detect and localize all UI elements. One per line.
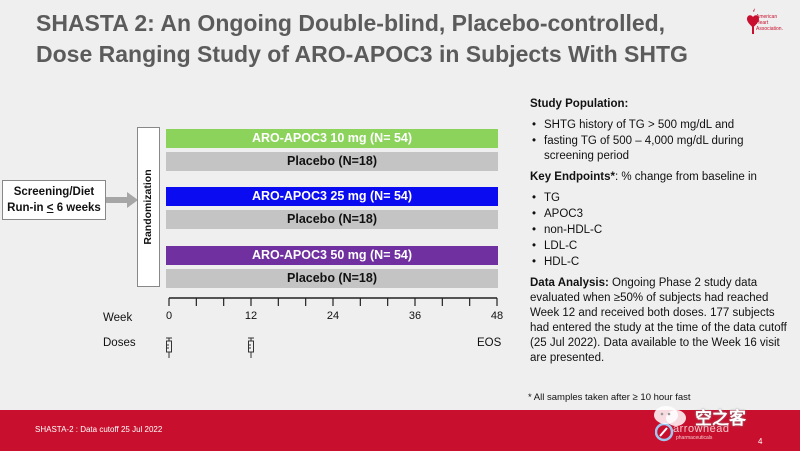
endpoint-item-3: non-HDL-C (530, 223, 792, 238)
arm-bar-1: ARO-APOC3 10 mg (N= 54) (166, 129, 498, 148)
aha-logo-line-2: Heart (756, 20, 769, 26)
screening-line-2-pre: Run-in (7, 202, 47, 214)
week-label-24: 24 (326, 310, 340, 322)
randomization-box (137, 127, 160, 287)
arm-bar-6: Placebo (N=18) (166, 269, 498, 288)
week-row-label: Week (103, 312, 133, 324)
endpoints-line: Key Endpoints*: % change from baseline i… (530, 170, 792, 185)
eos-label: EOS (477, 337, 502, 349)
page-number: 4 (758, 437, 763, 446)
population-item-2: fasting TG of 500 – 4,000 mg/dL during s… (530, 134, 792, 164)
arrow-right-icon (106, 192, 138, 208)
footnote: * All samples taken after ≥ 10 hour fast (528, 392, 691, 403)
arm-bar-5: ARO-APOC3 50 mg (N= 54) (166, 246, 498, 265)
week-label-36: 36 (408, 310, 422, 322)
doses-row-label: Doses (103, 337, 136, 349)
screening-line-2-post: 6 weeks (53, 202, 101, 214)
slide-title-line-2: Dose Ranging Study of ARO-APOC3 in Subje… (36, 41, 688, 67)
arrowhead-logo-icon (655, 422, 674, 442)
week-label-0: 0 (165, 310, 173, 322)
study-details: Study Population: SHTG history of TG > 5… (530, 97, 792, 366)
population-heading: Study Population: (530, 98, 629, 110)
screening-box: Screening/Diet Run-in < 6 weeks (2, 180, 106, 220)
chat-bubble-icon (654, 406, 686, 426)
population-list: SHTG history of TG > 500 mg/dL andfastin… (530, 118, 792, 164)
week-label-12: 12 (244, 310, 258, 322)
syringe-icon-week-12 (248, 337, 254, 358)
footer-text: SHASTA-2 : Data cutoff 25 Jul 2022 (35, 425, 163, 434)
endpoint-item-5: HDL-C (530, 255, 792, 270)
heart-torch-logo-icon (747, 8, 759, 34)
arm-bar-3: ARO-APOC3 25 mg (N= 54) (166, 187, 498, 206)
aha-logo-line-3: Association. (756, 26, 783, 32)
arm-bar-4: Placebo (N=18) (166, 210, 498, 229)
endpoints-list: TGAPOC3non-HDL-CLDL-CHDL-C (530, 191, 792, 270)
slide-title: SHASTA 2: An Ongoing Double-blind, Place… (36, 8, 716, 70)
study-timeline (166, 297, 498, 358)
footer-brand-sub: pharmaceuticals (676, 435, 713, 441)
week-label-48: 48 (490, 310, 504, 322)
endpoint-item-1: TG (530, 191, 792, 206)
endpoints-heading: Key Endpoints* (530, 171, 615, 183)
screening-line-2: Run-in < 6 weeks (3, 200, 105, 216)
endpoint-item-4: LDL-C (530, 239, 792, 254)
endpoint-item-2: APOC3 (530, 207, 792, 222)
endpoints-rest: : % change from baseline in (614, 171, 757, 183)
screening-le-symbol: < (46, 202, 54, 214)
footer-brand: arrowhead (673, 423, 730, 435)
watermark-text: 空之客 (695, 409, 746, 428)
population-item-1: SHTG history of TG > 500 mg/dL and (530, 118, 792, 133)
analysis-heading: Data Analysis: (530, 277, 609, 289)
syringe-icon-week-0 (166, 337, 172, 358)
screening-line-1: Screening/Diet (13, 186, 95, 198)
aha-logo-line-1: American (756, 14, 778, 20)
arm-bar-2: Placebo (N=18) (166, 152, 498, 171)
analysis-text: Ongoing Phase 2 study data evaluated whe… (530, 277, 787, 364)
slide-title-line-1: SHASTA 2: An Ongoing Double-blind, Place… (36, 10, 666, 36)
aha-logo-text: American Heart Association. (756, 14, 783, 32)
analysis-paragraph: Data Analysis: Ongoing Phase 2 study dat… (530, 276, 792, 366)
